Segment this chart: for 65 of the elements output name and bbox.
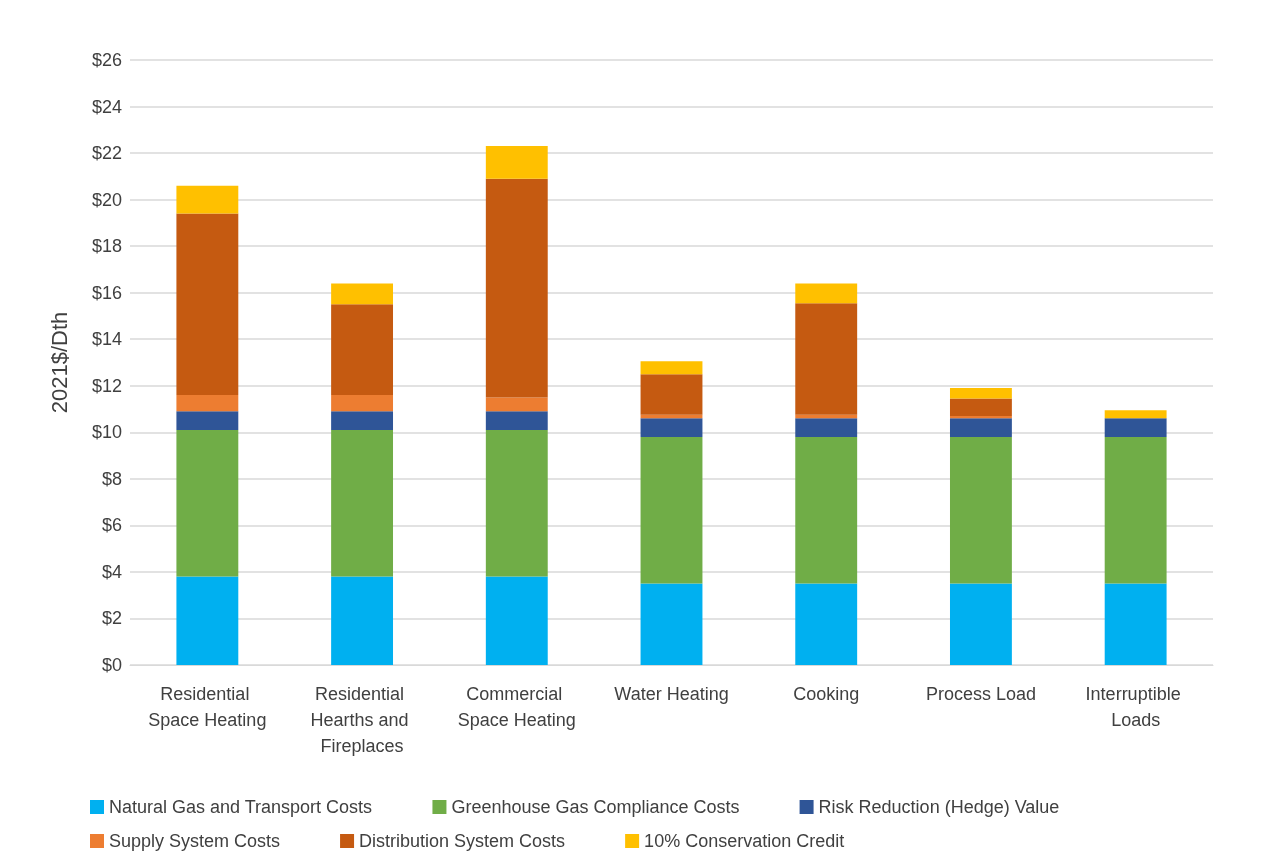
- bar: [485, 576, 548, 665]
- bar: [640, 436, 703, 584]
- bar: [176, 576, 239, 665]
- bar: [795, 436, 858, 584]
- y-tick-label: $4: [101, 561, 122, 582]
- bar: [176, 185, 239, 214]
- bar: [176, 429, 239, 577]
- legend-label: Greenhouse Gas Compliance Costs: [451, 797, 740, 817]
- y-tick-label: $18: [91, 236, 122, 257]
- bar: [640, 361, 703, 375]
- x-tick-label: Residential Hearths and Fireplaces: [310, 684, 414, 756]
- bar: [1104, 410, 1167, 419]
- bar: [949, 388, 1012, 399]
- bar: [1104, 583, 1167, 665]
- x-tick-label: Cooking: [793, 684, 860, 704]
- y-tick-label: $6: [101, 515, 122, 536]
- y-tick-label: $16: [91, 282, 122, 303]
- x-tick-label: Residential Space Heating: [148, 684, 267, 730]
- bar: [485, 397, 548, 412]
- bar: [949, 418, 1012, 437]
- bar: [485, 178, 548, 398]
- y-tick-label: $24: [91, 96, 122, 117]
- y-tick-label: $14: [91, 329, 122, 350]
- bar: [1104, 436, 1167, 584]
- legend-label: Distribution System Costs: [359, 831, 566, 851]
- bar: [1104, 418, 1167, 437]
- y-tick-label: $2: [101, 608, 122, 629]
- y-tick-label: $8: [101, 468, 122, 489]
- y-tick-label: $22: [91, 143, 122, 164]
- bar: [485, 411, 548, 430]
- x-tick-label: Water Heating: [614, 684, 729, 704]
- bar: [485, 146, 548, 179]
- bar: [176, 411, 239, 430]
- y-tick-label: $12: [91, 375, 122, 396]
- bar: [795, 303, 858, 415]
- legend-label: Risk Reduction (Hedge) Value: [818, 797, 1060, 817]
- bar: [176, 395, 239, 412]
- legend-label: Supply System Costs: [109, 831, 281, 851]
- bar: [640, 418, 703, 437]
- x-tick-label: Process Load: [925, 684, 1036, 704]
- y-tick-label: $26: [91, 50, 122, 70]
- bar: [795, 283, 858, 304]
- bar: [949, 583, 1012, 665]
- x-tick-label: Interruptible Loads: [1085, 684, 1186, 730]
- bar: [795, 583, 858, 665]
- bar: [485, 429, 548, 577]
- bar: [331, 411, 394, 430]
- bar: [795, 418, 858, 437]
- bar: [331, 429, 394, 577]
- bar: [331, 304, 394, 396]
- bar: [640, 583, 703, 665]
- y-tick-label: $20: [91, 189, 122, 210]
- y-tick-label: $10: [91, 422, 122, 443]
- x-tick-label: Commercial Space Heating: [457, 684, 576, 730]
- legend-label: Natural Gas and Transport Costs: [109, 797, 373, 817]
- bar: [949, 398, 1012, 417]
- bar: [331, 576, 394, 665]
- legend-label: 10% Conservation Credit: [644, 831, 845, 851]
- bar: [949, 436, 1012, 584]
- bar: [331, 395, 394, 412]
- y-tick-label: $0: [101, 655, 122, 675]
- bar: [176, 213, 239, 396]
- bar: [640, 374, 703, 415]
- y-axis-title: 2021$/Dth: [46, 311, 72, 414]
- bar: [331, 283, 394, 305]
